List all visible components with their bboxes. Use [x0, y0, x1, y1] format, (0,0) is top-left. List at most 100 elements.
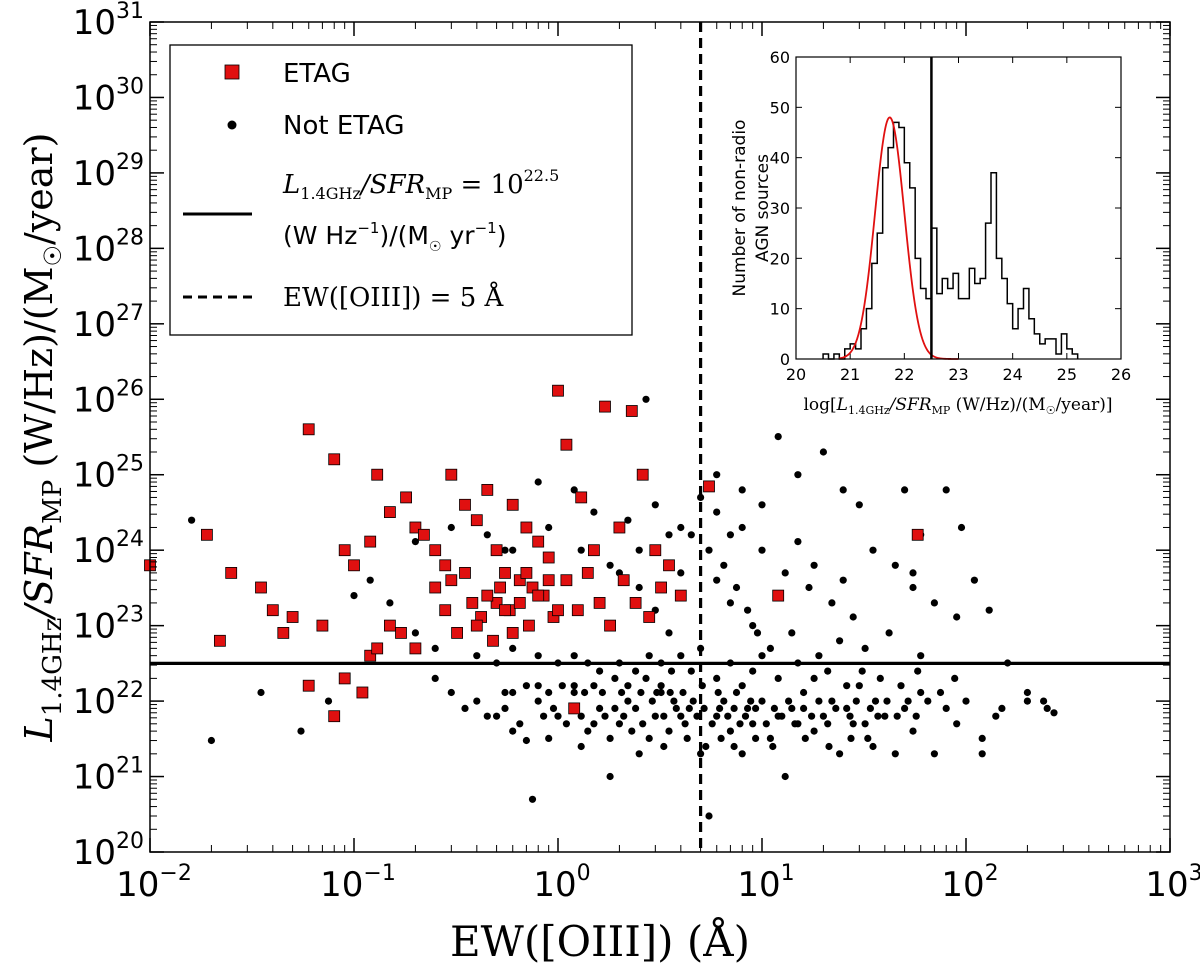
inset-y-tick-label: 60 — [770, 48, 790, 67]
inset-y-axis-label-line2: AGN sources — [753, 154, 773, 262]
not-etag-point — [866, 704, 875, 713]
etag-point — [266, 604, 279, 617]
not-etag-point — [836, 637, 844, 645]
not-etag-point — [758, 501, 766, 509]
etag-point — [499, 604, 511, 617]
etag-point — [487, 634, 499, 647]
not-etag-point — [836, 750, 844, 758]
main-x-tick-label: 10−1 — [320, 861, 396, 905]
not-etag-point — [554, 712, 562, 720]
not-etag-point — [769, 742, 777, 751]
not-etag-point — [726, 531, 735, 539]
not-etag-point — [350, 592, 358, 600]
etag-point — [636, 468, 649, 481]
not-etag-point — [828, 599, 836, 607]
main-x-tick-label: 10−2 — [116, 861, 192, 905]
not-etag-point — [781, 569, 789, 577]
not-etag-point — [810, 674, 818, 683]
not-etag-point — [891, 561, 899, 569]
not-etag-point — [869, 742, 877, 751]
etag-point — [506, 627, 519, 639]
not-etag-point — [749, 622, 757, 630]
not-etag-point — [930, 599, 939, 607]
not-etag-point — [665, 727, 673, 735]
not-etag-point — [839, 576, 847, 584]
main-y-tick-label: 1024 — [73, 527, 144, 571]
inset-x-axis-label: log[L1.4GHz/SFRMP (W/Hz)/(M☉/year)] — [803, 395, 1112, 417]
not-etag-point — [679, 688, 687, 697]
main-tick-labels: 10−2 10−1 100 101 102 10310201021102210231024… — [73, 0, 1200, 905]
not-etag-point — [584, 727, 592, 735]
inset-y-tick-label: 0 — [780, 350, 790, 369]
not-etag-point — [883, 697, 891, 705]
not-etag-point — [509, 727, 517, 735]
main-x-tick-label: 101 — [737, 861, 794, 905]
not-etag-point — [758, 546, 766, 554]
inset-histogram-outline — [822, 121, 1079, 360]
not-etag-point — [794, 538, 802, 546]
not-etag-point — [825, 742, 833, 751]
not-etag-point — [665, 629, 673, 637]
not-etag-point — [509, 546, 517, 554]
not-etag-point — [1023, 688, 1031, 697]
etag-point — [911, 528, 924, 541]
etag-point — [277, 627, 290, 639]
not-etag-point — [753, 629, 762, 637]
not-etag-point — [855, 501, 863, 509]
etag-point — [383, 506, 396, 519]
inset-tick-labels: 20 21 22 23 24 25 26 0 10 20 30 40 50 60 — [770, 48, 1132, 384]
not-etag-point — [953, 720, 961, 728]
etag-point — [302, 679, 315, 692]
not-etag-point — [672, 704, 680, 713]
not-etag-point — [483, 712, 491, 720]
not-etag-point — [702, 742, 710, 751]
etag-point — [409, 642, 422, 655]
not-etag-point — [257, 688, 265, 697]
not-etag-point — [188, 516, 196, 524]
not-etag-point — [645, 734, 653, 743]
not-etag-point — [978, 734, 986, 743]
main-y-tick-label: 1028 — [73, 225, 144, 269]
etag-point — [328, 710, 341, 723]
etag-point — [451, 627, 464, 639]
not-etag-point — [577, 712, 585, 720]
not-etag-point — [778, 712, 786, 720]
not-etag-point — [881, 712, 889, 720]
inset-y-tick-label: 50 — [770, 98, 790, 117]
not-etag-point — [624, 682, 632, 690]
etag-point — [338, 672, 351, 685]
not-etag-point — [800, 704, 808, 713]
not-etag-point — [534, 697, 542, 705]
not-etag-point — [645, 652, 653, 660]
legend-box — [169, 44, 633, 336]
not-etag-point — [411, 538, 419, 546]
not-etag-point — [1043, 704, 1051, 713]
not-etag-point — [800, 688, 808, 697]
inset-x-tick-label: 23 — [948, 365, 968, 384]
etag-point — [466, 597, 479, 609]
not-etag-point — [483, 531, 491, 539]
not-etag-point — [930, 750, 939, 758]
main-y-axis-label: L1.4GHz/SFRMP (W/Hz)/(M☉/year) — [17, 133, 68, 743]
not-etag-point — [540, 712, 548, 720]
inset-plot-frame — [795, 56, 1122, 360]
not-etag-point — [601, 712, 609, 720]
etag-point — [499, 567, 511, 579]
etag-point — [617, 574, 630, 587]
not-etag-point — [847, 734, 855, 743]
etag-point — [459, 567, 471, 579]
not-etag-point — [705, 546, 713, 554]
not-etag-point — [788, 629, 796, 637]
not-etag-point — [909, 569, 917, 577]
etag-point — [513, 574, 526, 587]
main-plot-frame — [149, 21, 1171, 853]
main-y-tick-label: 1023 — [73, 603, 144, 647]
not-etag-point — [849, 613, 857, 621]
etag-point — [542, 551, 555, 564]
etag-point — [328, 453, 341, 466]
etag-point — [338, 544, 351, 557]
etag-point — [213, 634, 226, 647]
not-etag-point — [914, 667, 922, 675]
not-etag-point — [749, 667, 757, 675]
not-etag-point — [720, 697, 728, 705]
